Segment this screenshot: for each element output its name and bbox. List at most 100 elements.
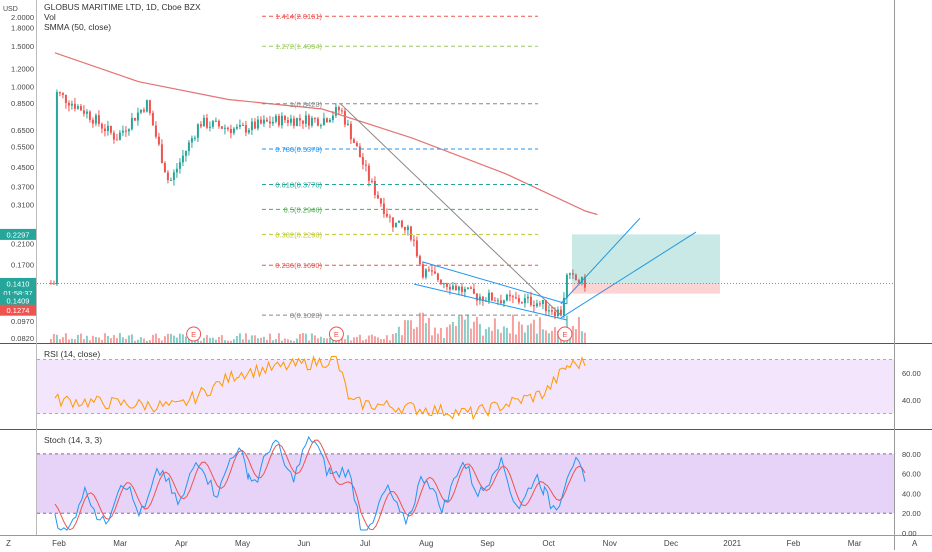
candle-body-61: [232, 128, 235, 134]
volume-bar-141: [472, 321, 475, 343]
fib-level-label-4: 0.618(0.3776): [275, 180, 322, 189]
stoch-tick-label-4: 0.00: [902, 529, 917, 538]
earnings-marker-label-0: E: [191, 330, 196, 339]
volume-bar-24: [121, 337, 124, 343]
candle-body-49: [196, 124, 199, 138]
candle-body-2: [55, 92, 58, 285]
candle-body-162: [535, 303, 538, 307]
volume-bar-152: [505, 327, 508, 343]
candle-body-18: [103, 128, 106, 132]
volume-label: Vol: [44, 12, 56, 22]
corner-z: Z: [6, 539, 11, 548]
candle-body-104: [361, 157, 364, 165]
candle-body-118: [403, 226, 406, 231]
candle-body-155: [514, 297, 517, 299]
volume-bar-86: [307, 340, 310, 343]
volume-bar-80: [289, 340, 292, 343]
candle-body-128: [433, 271, 436, 274]
price-badge-2: [0, 287, 36, 299]
stop-zone: [572, 283, 720, 294]
candle-body-174: [571, 273, 574, 275]
volume-bar-136: [457, 316, 460, 343]
candle-body-114: [391, 217, 394, 228]
candle-body-78: [283, 115, 286, 121]
stoch-d-line: [54, 439, 586, 531]
volume-bar-37: [160, 340, 163, 343]
time-tick-label-9: Nov: [603, 539, 617, 548]
volume-bar-106: [367, 335, 370, 343]
price-tick-label-8: 0.5500: [11, 143, 34, 152]
time-tick-label-4: Jun: [297, 539, 310, 548]
candle-body-157: [520, 302, 523, 304]
volume-bar-1: [52, 333, 55, 343]
volume-bar-85: [304, 333, 307, 343]
volume-bar-145: [484, 329, 487, 343]
candle-body-8: [73, 103, 76, 109]
candle-body-0: [49, 283, 52, 285]
candle-body-39: [166, 172, 169, 181]
volume-bar-90: [319, 336, 322, 343]
fib-level-label-0: 1.414(2.0161): [275, 12, 322, 21]
candle-body-153: [508, 294, 511, 297]
volume-bar-92: [325, 338, 328, 343]
volume-bar-142: [475, 316, 478, 343]
price-tick-label-6: 0.8500: [11, 99, 34, 108]
volume-bar-15: [94, 337, 97, 343]
symbol-legend: GLOBUS MARITIME LTD, 1D, Cboe BZX Vol SM…: [44, 2, 201, 32]
volume-bar-59: [226, 340, 229, 343]
volume-bar-79: [286, 339, 289, 343]
candle-body-156: [517, 298, 520, 303]
volume-bar-164: [541, 329, 544, 343]
candle-body-83: [298, 118, 301, 121]
candle-body-105: [364, 164, 367, 166]
candle-body-25: [124, 130, 127, 132]
volume-bar-129: [436, 333, 439, 343]
volume-bar-57: [220, 335, 223, 343]
candle-body-131: [442, 283, 445, 285]
candle-body-19: [106, 125, 109, 132]
volume-bar-109: [376, 337, 379, 343]
price-tick-label-9: 0.4500: [11, 163, 34, 172]
candle-body-68: [253, 121, 256, 129]
rsi-tick-label-1: 40.00: [902, 396, 921, 405]
candle-body-7: [70, 103, 73, 106]
candle-body-175: [574, 274, 577, 280]
volume-bar-14: [91, 335, 94, 343]
volume-bar-157: [520, 324, 523, 343]
candle-body-167: [550, 310, 553, 312]
candle-body-115: [394, 222, 397, 228]
volume-bar-6: [67, 339, 70, 343]
fib-level-label-8: 0(0.1028): [290, 311, 323, 320]
volume-bar-105: [364, 339, 367, 343]
volume-bar-156: [517, 321, 520, 343]
candle-body-71: [262, 119, 265, 124]
candle-body-33: [148, 100, 151, 114]
candle-body-173: [568, 273, 571, 275]
channel-lower-line: [414, 283, 568, 321]
price-tick-label-1: 2.0000: [11, 13, 34, 22]
price-tick-label-4: 1.2000: [11, 64, 34, 73]
volume-bar-23: [118, 333, 121, 343]
volume-bar-65: [244, 333, 247, 343]
projection-lower-line: [560, 231, 697, 319]
volume-bar-176: [577, 316, 580, 343]
smma-line: [54, 52, 598, 216]
volume-bar-117: [400, 335, 403, 343]
fib-level-label-7: 0.236(0.1690): [275, 261, 322, 270]
price-badge-3: [0, 294, 36, 306]
volume-bar-178: [583, 332, 586, 343]
earnings-marker-1: [328, 326, 344, 342]
price-tick-label-3: 1.5000: [11, 42, 34, 51]
volume-bar-130: [439, 328, 442, 343]
candle-body-12: [85, 111, 88, 114]
volume-bar-67: [250, 335, 253, 343]
rsi-tick-label-0: 60.00: [902, 369, 921, 378]
candle-body-72: [265, 119, 268, 122]
volume-bar-149: [496, 329, 499, 343]
volume-bar-45: [184, 336, 187, 343]
volume-bar-39: [166, 333, 169, 343]
price-tick-label-7: 0.6500: [11, 126, 34, 135]
time-tick-label-6: Aug: [419, 539, 433, 548]
volume-bar-159: [526, 325, 529, 343]
